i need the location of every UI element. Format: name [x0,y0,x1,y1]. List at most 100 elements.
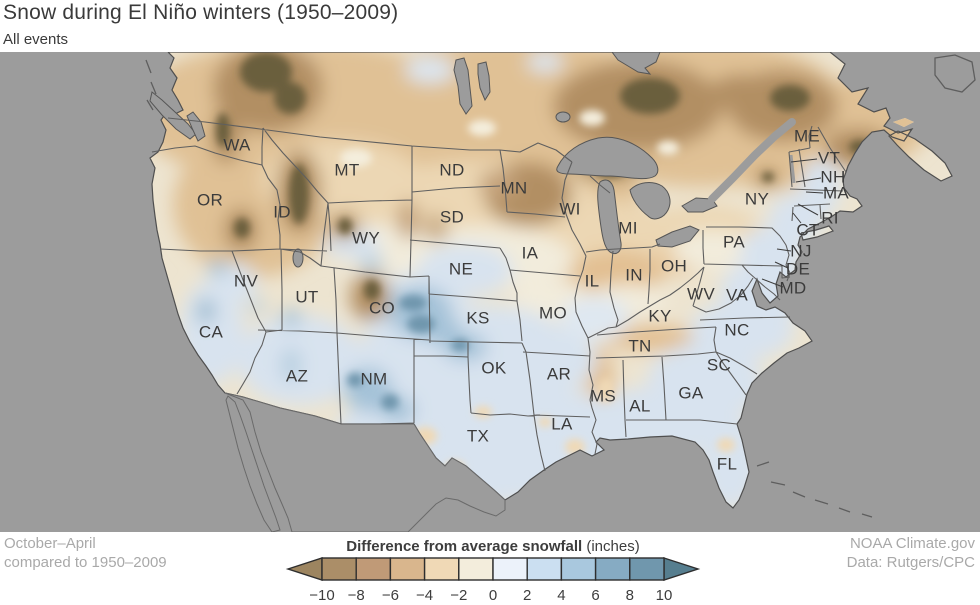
state-label-ks: KS [466,309,489,328]
leader-line-ma [805,191,824,194]
legend-segment-7 [560,557,597,581]
header: Snow during El Niño winters (1950–2009) … [0,0,980,52]
leader-line-vt [790,158,818,163]
state-label-wy: WY [352,229,380,248]
legend-segment-5 [492,557,528,581]
state-label-me: ME [794,127,820,146]
state-label-sc: SC [707,356,731,375]
state-label-oh: OH [661,257,687,276]
legend-title-unit: (inches) [586,538,640,555]
state-label-nm: NM [360,370,387,389]
state-label-id: ID [273,203,291,222]
state-label-sd: SD [440,208,464,227]
state-label-mt: MT [334,161,359,180]
hudson-bay-tip [611,51,661,75]
page-title: Snow during El Niño winters (1950–2009) [3,1,399,24]
subtitle-all-events: All events [3,31,69,48]
state-borders [151,117,847,472]
state-label-ny: NY [745,190,769,209]
snowfall-anomaly-map: WA OR ID MT WY NV UT CA AZ NM CO ND SD NE KS OK TX MN IA MO… [0,51,980,533]
state-label-vt: VT [818,149,840,168]
state-label-ne: NE [449,260,473,279]
state-label-il: IL [585,272,600,291]
state-label-mi: MI [618,219,637,238]
leader-line-nj [776,248,792,252]
legend-segment-2 [389,557,426,581]
legend-tick-5: 0 [489,587,497,604]
legend-title: Difference from average snowfall (inches… [283,538,703,555]
credit-line-1: NOAA Climate.gov [849,535,975,552]
period-line-2: compared to 1950–2009 [4,554,167,571]
legend-tick-0: −10 [309,587,334,604]
period-line-1: October–April [4,535,96,552]
state-label-va: VA [726,286,748,305]
legend-segment-6 [526,557,563,581]
state-label-tn: TN [628,337,651,356]
lake-champlain [789,154,796,184]
island-outlines [145,54,976,518]
state-label-al: AL [629,397,650,416]
legend-segment-4 [458,557,494,581]
state-label-ct: CT [796,221,819,240]
great-lakes [149,51,718,268]
legend-arrow-right [663,557,701,581]
legend-tick-8: 6 [591,587,599,604]
lake-winnipeg [453,57,473,115]
legend-title-text: Difference from average snowfall [346,538,583,555]
leader-line-md [761,278,784,288]
coastline [149,51,953,509]
state-label-ky: KY [648,307,671,326]
state-label-wv: WV [687,285,715,304]
state-label-ga: GA [678,384,704,403]
state-label-fl: FL [717,455,737,474]
lake-huron [629,182,671,220]
legend-segment-3 [423,557,460,581]
state-label-in: IN [625,266,643,285]
legend-tick-1: −8 [348,587,365,604]
state-label-nh: NH [820,168,845,187]
great-salt-lake [292,248,304,268]
leader-line-ri [797,203,819,216]
state-label-wi: WI [559,200,580,219]
state-label-ia: IA [522,244,539,263]
map-area: WA OR ID MT WY NV UT CA AZ NM CO ND SD NE KS OK TX MN IA MO… [0,51,980,533]
state-label-nj: NJ [790,242,811,261]
vancouver-island [149,91,197,140]
legend-colorbar: −10 −8 −6 −4 −2 0 2 4 6 8 10 [285,557,701,604]
legend-segment-0 [321,557,357,581]
legend-segment-1 [355,557,392,581]
lake-erie [655,225,700,248]
leader-lines [761,158,824,288]
state-label-ut: UT [295,288,318,307]
credit-note: NOAA Climate.gov Data: Rutgers/CPC [847,534,975,572]
footer: October–April compared to 1950–2009 NOAA… [0,532,980,605]
legend-segment-8 [594,557,631,581]
legend-tick-4: −2 [450,587,467,604]
state-label-ca: CA [199,323,224,342]
legend-segment-9 [629,557,665,581]
state-label-co: CO [369,299,395,318]
mexico-landmass [224,392,506,533]
st-lawrence-river [708,118,796,203]
state-label-pa: PA [723,233,745,252]
legend-tick-2: −6 [382,587,399,604]
leader-line-ct [792,212,802,224]
lake-ontario [681,197,718,213]
state-label-nc: NC [724,321,749,340]
state-label-ri: RI [821,209,839,228]
lake-winnipegosis [477,61,491,102]
leader-line-nh [795,177,822,183]
legend-tick-10: 10 [656,587,673,604]
state-label-ms: MS [590,387,616,406]
state-label-mo: MO [539,304,567,323]
lake-superior [556,136,659,180]
lake-michigan [597,179,622,255]
state-label-ok: OK [481,359,507,378]
state-label-ma: MA [823,184,849,203]
state-label-or: OR [197,191,223,210]
legend-arrow-left [285,557,323,581]
state-label-la: LA [551,415,573,434]
state-label-nd: ND [439,161,464,180]
period-note: October–April compared to 1950–2009 [4,534,167,572]
